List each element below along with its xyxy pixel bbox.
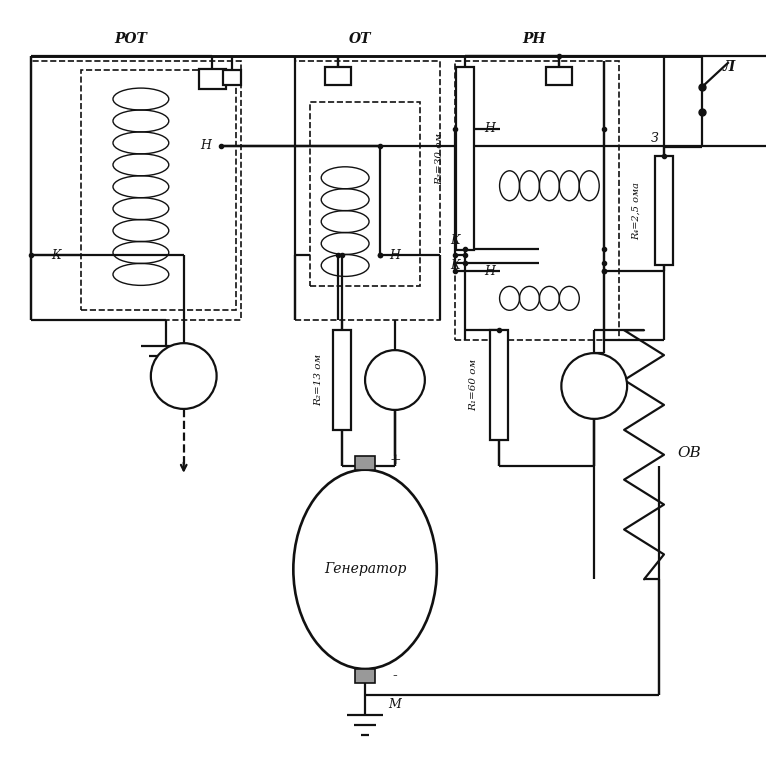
Bar	[31, 61, 241, 320]
Bar	[355, 669, 375, 683]
Text: З: З	[651, 133, 659, 145]
Text: ОВ: ОВ	[677, 445, 701, 459]
Bar	[325, 68, 351, 85]
Text: R₄=2,5 ома: R₄=2,5 ома	[631, 182, 640, 240]
Circle shape	[561, 353, 627, 419]
Bar	[546, 68, 572, 85]
Bar	[295, 61, 439, 320]
Bar	[355, 456, 375, 469]
Bar	[489, 331, 508, 440]
Bar	[455, 61, 619, 340]
Bar	[456, 68, 474, 251]
Circle shape	[151, 343, 216, 409]
Text: РН: РН	[522, 33, 546, 47]
Bar	[81, 70, 235, 310]
Bar	[222, 70, 241, 85]
Text: Н: Н	[390, 249, 400, 262]
Text: М: М	[389, 698, 401, 712]
Text: Л: Л	[723, 61, 735, 74]
Text: Н: Н	[484, 265, 495, 278]
Text: +: +	[389, 452, 401, 466]
Bar	[311, 102, 420, 286]
Ellipse shape	[293, 469, 436, 669]
Text: К: К	[450, 259, 459, 272]
Bar	[199, 69, 225, 89]
Text: Ш: Ш	[584, 377, 604, 394]
Bar	[655, 156, 673, 265]
Text: К: К	[450, 234, 459, 247]
Text: Б: Б	[178, 368, 190, 385]
Text: ОТ: ОТ	[349, 33, 371, 47]
Text: Н: Н	[484, 123, 495, 136]
Text: Генератор: Генератор	[324, 563, 407, 577]
Text: К: К	[51, 249, 61, 262]
Circle shape	[365, 350, 425, 410]
Text: R₂=13 ом: R₂=13 ом	[314, 354, 323, 406]
Text: -: -	[393, 669, 397, 683]
Text: Я: Я	[388, 372, 402, 389]
Text: РОТ: РОТ	[114, 33, 147, 47]
Bar	[333, 331, 351, 430]
Text: Н: Н	[200, 140, 211, 152]
Text: R₁=60 ом: R₁=60 ом	[469, 359, 478, 411]
Text: R₃=30 ом: R₃=30 ом	[436, 133, 444, 185]
